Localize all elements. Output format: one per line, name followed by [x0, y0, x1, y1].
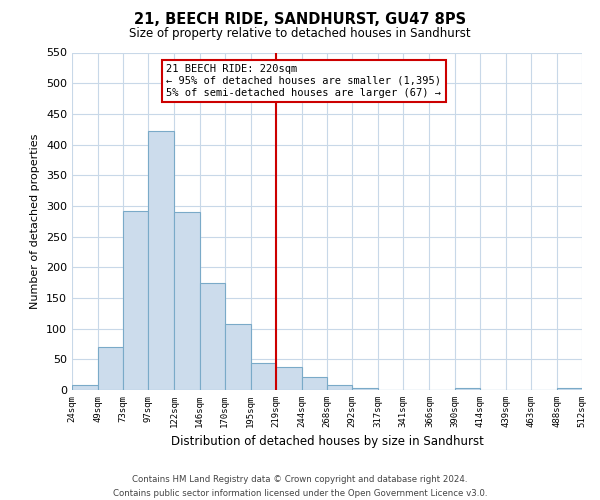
- Bar: [276, 366, 302, 390]
- Text: 21, BEECH RIDE, SANDHURST, GU47 8PS: 21, BEECH RIDE, SANDHURST, GU47 8PS: [134, 12, 466, 28]
- Bar: [123, 211, 148, 390]
- Text: 21 BEECH RIDE: 220sqm
← 95% of detached houses are smaller (1,395)
5% of semi-de: 21 BEECH RIDE: 220sqm ← 95% of detached …: [166, 64, 442, 98]
- X-axis label: Distribution of detached houses by size in Sandhurst: Distribution of detached houses by size …: [170, 436, 484, 448]
- Bar: [224, 324, 251, 390]
- Bar: [557, 388, 582, 390]
- Bar: [251, 363, 276, 390]
- Bar: [302, 376, 327, 390]
- Bar: [352, 388, 378, 390]
- Bar: [72, 385, 98, 390]
- Y-axis label: Number of detached properties: Number of detached properties: [31, 134, 40, 309]
- Bar: [327, 385, 352, 390]
- Text: Contains HM Land Registry data © Crown copyright and database right 2024.
Contai: Contains HM Land Registry data © Crown c…: [113, 476, 487, 498]
- Bar: [455, 388, 479, 390]
- Bar: [148, 131, 175, 390]
- Bar: [175, 212, 199, 390]
- Bar: [98, 347, 123, 390]
- Bar: [200, 282, 224, 390]
- Text: Size of property relative to detached houses in Sandhurst: Size of property relative to detached ho…: [129, 28, 471, 40]
